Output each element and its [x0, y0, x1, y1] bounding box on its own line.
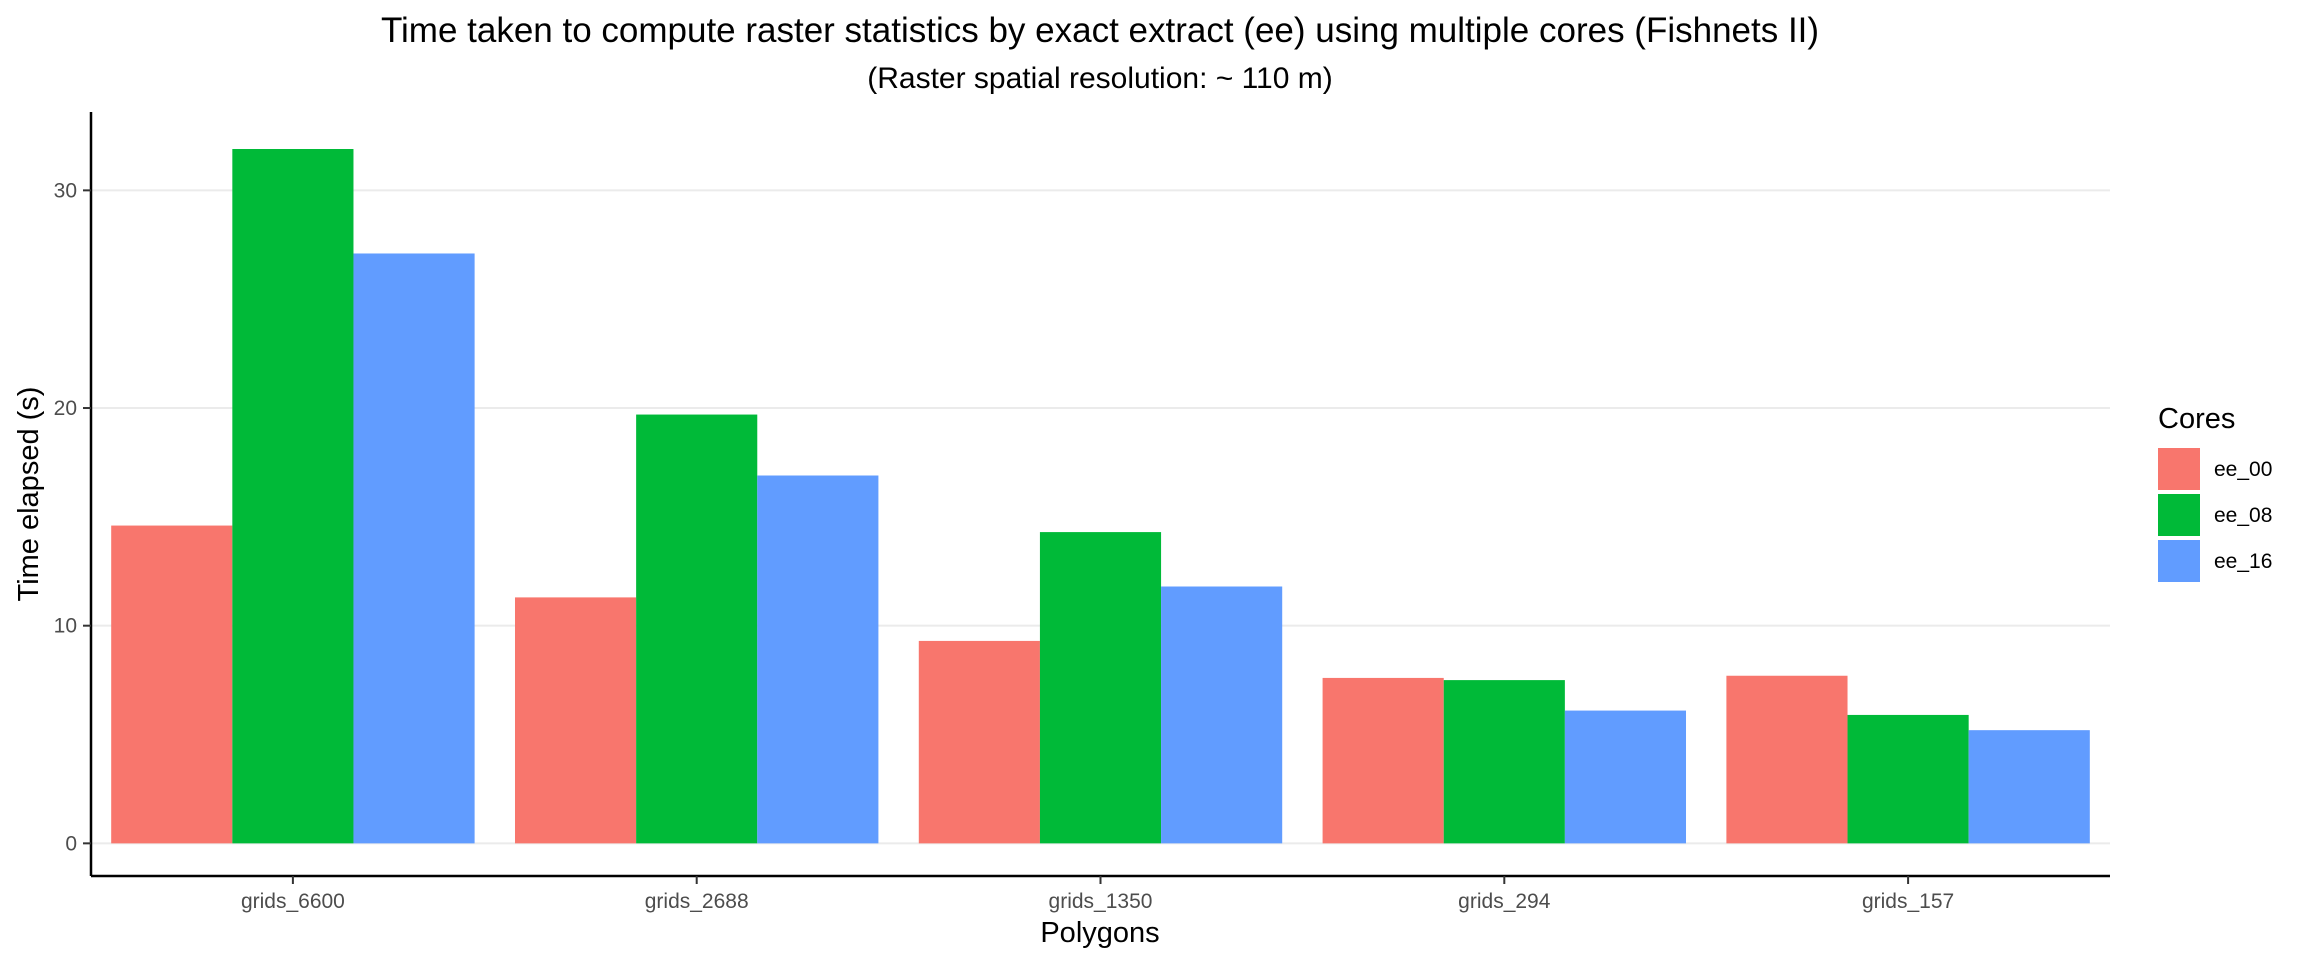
y-tick-label: 10 [54, 615, 77, 638]
legend-items: ee_00 ee_08 ee_16 [2158, 448, 2272, 582]
legend: Cores ee_00 ee_08 ee_16 [2158, 403, 2272, 582]
y-tick-label: 30 [54, 179, 77, 202]
chart-title: Time taken to compute raster statistics … [381, 11, 1819, 50]
bar-ee_08 [1847, 714, 1969, 844]
bar-ee_16 [757, 475, 879, 844]
bar-ee_08 [1039, 532, 1162, 844]
y-axis-ticks: 0 10 20 30 [54, 179, 91, 855]
legend-label-ee_08: ee_08 [2214, 504, 2272, 527]
legend-swatch-ee_16 [2158, 540, 2200, 582]
bar-ee_08 [1443, 680, 1565, 844]
legend-label-ee_00: ee_00 [2214, 458, 2272, 481]
bar-ee_16 [353, 253, 475, 844]
x-axis-ticks: grids_6600 grids_2688 grids_1350 grids_294 g… [241, 876, 1954, 913]
x-tick-label: grids_6600 [241, 890, 345, 913]
y-tick-label: 0 [65, 832, 77, 855]
chart-subtitle: (Raster spatial resolution: ~ 110 m) [867, 62, 1332, 95]
bar-ee_00 [1726, 675, 1848, 844]
bar-ee_08 [636, 414, 758, 844]
bar-ee_16 [1564, 710, 1687, 844]
x-axis-title: Polygons [1040, 917, 1159, 949]
legend-label-ee_16: ee_16 [2214, 550, 2272, 573]
y-axis-title: Time elapsed (s) [13, 387, 45, 602]
bar-ee_00 [514, 597, 637, 844]
bar-ee_00 [1322, 677, 1444, 844]
bar-ee_08 [232, 149, 354, 844]
bar-ee_00 [111, 525, 233, 844]
legend-swatch-ee_00 [2158, 448, 2200, 490]
bar-ee_16 [1161, 586, 1283, 844]
legend-swatch-ee_08 [2158, 494, 2200, 536]
x-tick-label: grids_157 [1862, 890, 1954, 913]
x-tick-label: grids_2688 [645, 890, 749, 913]
x-tick-label: grids_1350 [1049, 890, 1153, 913]
bar-ee_16 [1968, 730, 2090, 844]
bars [111, 149, 2090, 844]
legend-title: Cores [2158, 403, 2235, 435]
x-tick-label: grids_294 [1458, 890, 1551, 913]
y-tick-label: 20 [54, 397, 77, 420]
bar-ee_00 [918, 640, 1040, 844]
